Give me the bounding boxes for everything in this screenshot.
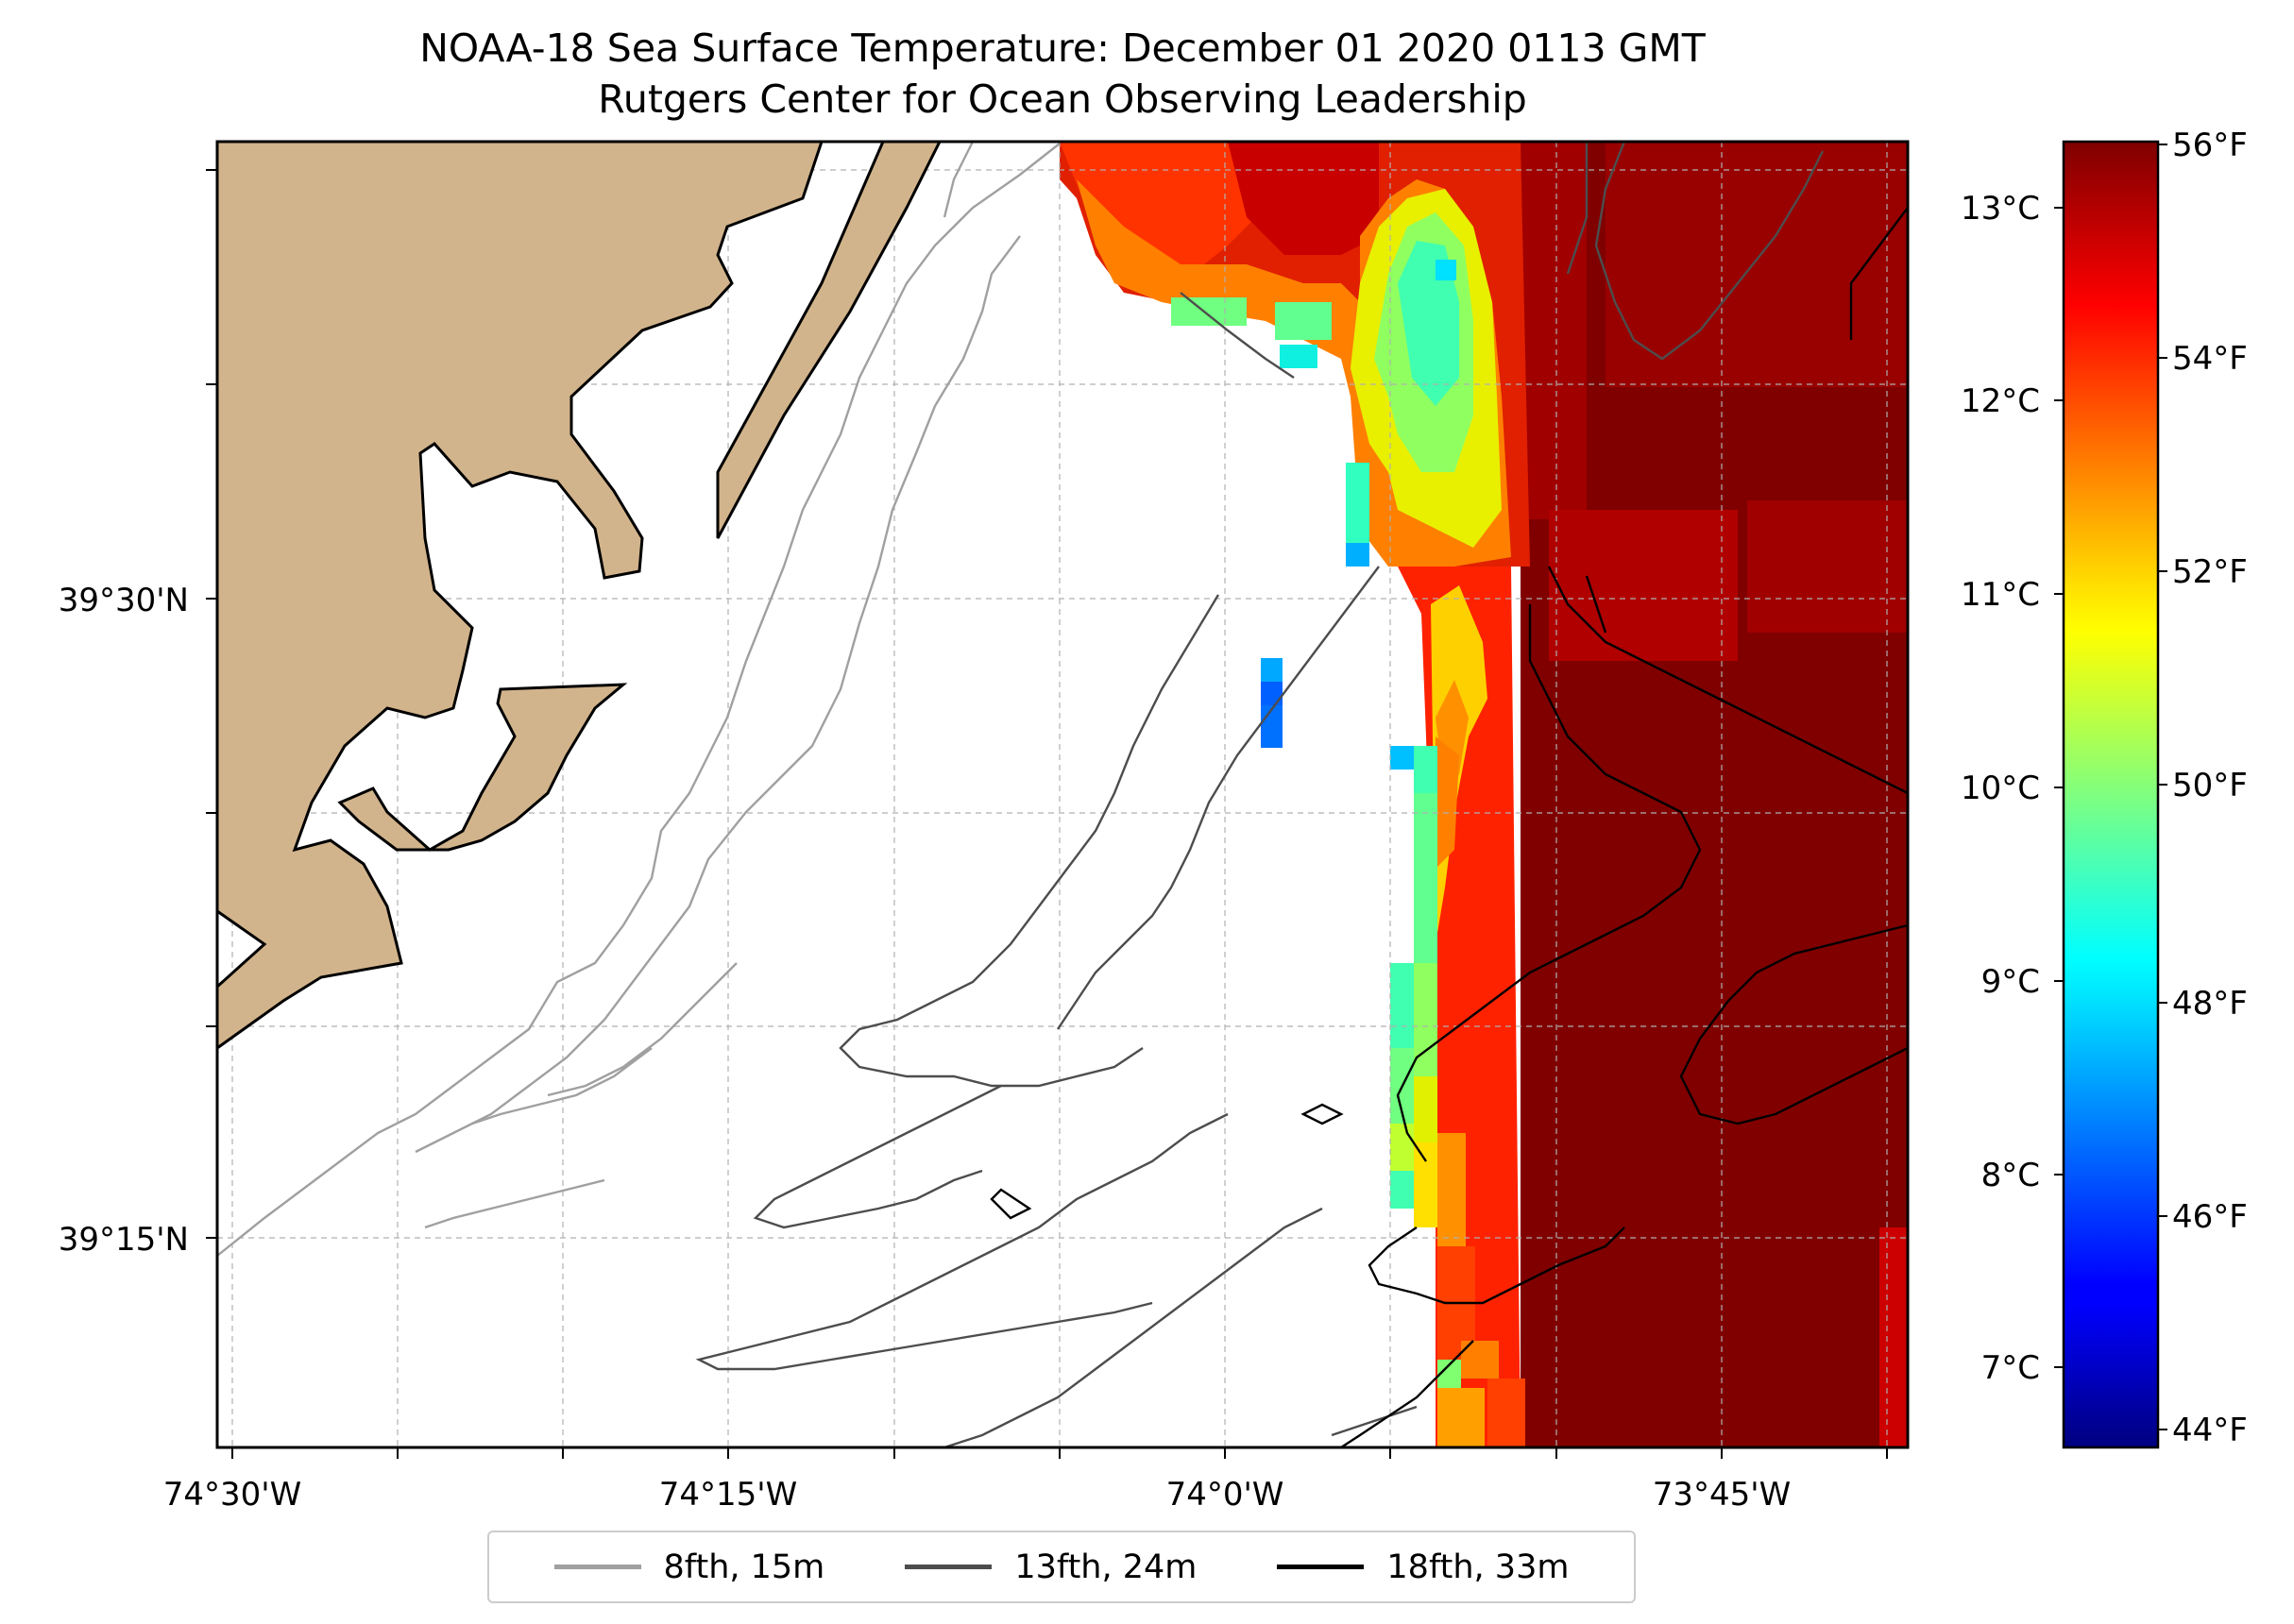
fahrenheit-label-54: 54°F	[2172, 340, 2248, 378]
celsius-label-12: 12°C	[1961, 382, 2040, 420]
legend-item-8fth: 8fth, 15m	[553, 1548, 825, 1586]
legend-item-13fth: 13fth, 24m	[905, 1548, 1197, 1586]
lat-label-39-15: 39°15'N	[59, 1221, 189, 1259]
celsius-label-10: 10°C	[1961, 770, 2040, 807]
colorbar	[2062, 140, 2160, 1449]
legend-swatch-13fth	[905, 1565, 993, 1569]
contour-8fth	[217, 142, 1061, 1257]
map-title: NOAA-18 Sea Surface Temperature: Decembe…	[419, 25, 1706, 71]
map-ticks	[206, 169, 1888, 1459]
celsius-label-9: 9°C	[1981, 963, 2040, 1001]
fahrenheit-label-46: 46°F	[2172, 1198, 2248, 1236]
legend-item-18fth: 18fth, 33m	[1277, 1548, 1569, 1586]
lat-label-39-30: 39°30'N	[59, 582, 189, 619]
legend-label-18fth: 18fth, 33m	[1386, 1548, 1570, 1586]
map-subtitle: Rutgers Center for Ocean Observing Leade…	[598, 76, 1527, 122]
map-frame	[215, 140, 1910, 1449]
legend-label-8fth: 8fth, 15m	[663, 1548, 825, 1586]
colorbar-fahrenheit-ticks	[2158, 144, 2167, 1430]
lon-label-74-15: 74°15'W	[659, 1476, 798, 1514]
fahrenheit-label-44: 44°F	[2172, 1412, 2248, 1449]
fahrenheit-label-50: 50°F	[2172, 767, 2248, 804]
celsius-label-13: 13°C	[1961, 190, 2040, 228]
sst-field	[885, 142, 1908, 1447]
lon-label-73-45: 73°45'W	[1653, 1476, 1792, 1514]
lon-label-74-30: 74°30'W	[163, 1476, 302, 1514]
fahrenheit-label-56: 56°F	[2172, 127, 2248, 164]
contour-legend: 8fth, 15m 13fth, 24m 18fth, 33m	[487, 1531, 1636, 1603]
celsius-label-8: 8°C	[1981, 1157, 2040, 1194]
map-panel	[217, 142, 1908, 1447]
fahrenheit-label-48: 48°F	[2172, 985, 2248, 1023]
contour-18fth	[990, 207, 1908, 1447]
legend-label-13fth: 13fth, 24m	[1014, 1548, 1198, 1586]
fahrenheit-label-52: 52°F	[2172, 553, 2248, 591]
colorbar-celsius-ticks	[2054, 207, 2064, 1368]
contour-13fth	[695, 142, 1825, 1447]
legend-swatch-8fth	[553, 1565, 641, 1569]
celsius-label-7: 7°C	[1981, 1349, 2040, 1387]
celsius-label-11: 11°C	[1961, 576, 2040, 614]
legend-swatch-18fth	[1277, 1565, 1365, 1569]
lon-label-74-0: 74°0'W	[1166, 1476, 1284, 1514]
land	[217, 142, 942, 1050]
